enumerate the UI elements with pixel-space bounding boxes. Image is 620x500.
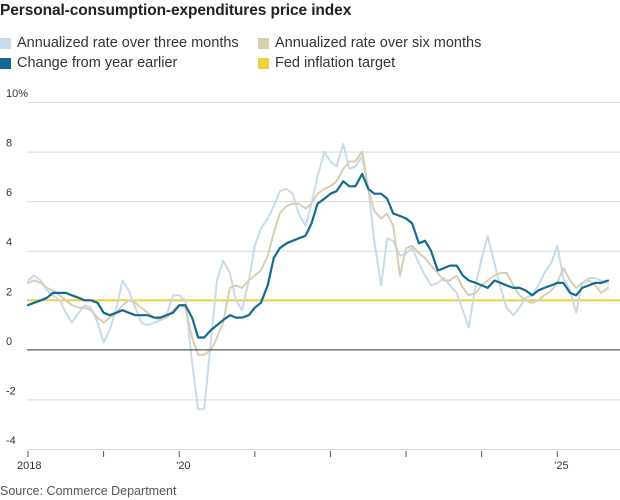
legend-swatch-six-month: [258, 37, 269, 49]
legend-swatch-year-over-year: [0, 57, 11, 69]
y-tick-label-5: 0: [6, 336, 12, 348]
series-line-year-over-year: [26, 172, 610, 339]
series-line-six-month: [27, 150, 609, 356]
source-note: Source: Commerce Department: [0, 484, 177, 498]
y-tick-label-4: 2: [6, 286, 12, 298]
x-tick-label-0: 2018: [17, 460, 41, 472]
legend-item-six-month: Annualized rate over six months: [258, 35, 481, 51]
y-tick-label-3: 4: [6, 237, 12, 249]
y-tick-label-0: 10%: [6, 88, 28, 100]
y-tick-label-7: -4: [6, 435, 16, 447]
legend-item-three-month: Annualized rate over three months: [0, 35, 239, 51]
legend-label-six-month: Annualized rate over six months: [275, 35, 482, 51]
y-tick-label-6: -2: [6, 385, 16, 397]
legend: Annualized rate over three months Annual…: [0, 35, 620, 75]
y-tick-label-2: 6: [6, 187, 12, 199]
chart-title: Personal-consumption-expenditures price …: [0, 2, 352, 19]
legend-swatch-three-month: [0, 37, 11, 49]
x-tick-label-7: '25: [554, 460, 568, 472]
legend-item-target: Fed inflation target: [258, 55, 395, 71]
legend-label-year-over-year: Change from year earlier: [17, 55, 178, 71]
y-tick-label-1: 8: [6, 138, 12, 150]
legend-label-three-month: Annualized rate over three months: [17, 35, 239, 51]
legend-swatch-target: [258, 57, 269, 69]
legend-item-year-over-year: Change from year earlier: [0, 55, 177, 71]
series-line-three-month: [27, 143, 609, 411]
x-tick-label-2: '20: [176, 460, 190, 472]
legend-label-target: Fed inflation target: [275, 55, 396, 71]
